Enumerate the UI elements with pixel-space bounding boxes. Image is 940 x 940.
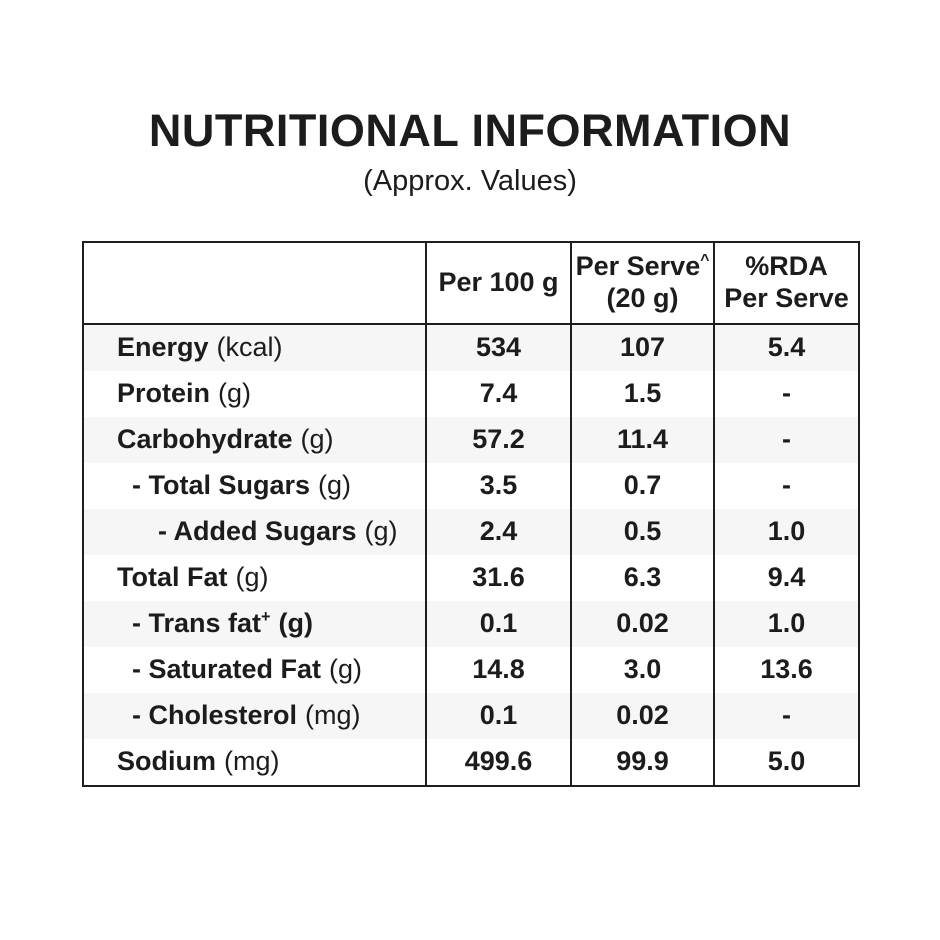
per-serve-label: Per Serve (575, 250, 701, 281)
page-subtitle: (Approx. Values) (363, 165, 577, 197)
nutrition-table-body: Energy (kcal) 534 107 5.4 Protein (g) 7.4 … (83, 323, 859, 786)
nutrient-unit: (g) (278, 608, 313, 639)
value-rda-per-serve: 5.4 (713, 323, 859, 371)
value-per-100g: 0.1 (425, 692, 571, 739)
value-rda-per-serve: - (713, 370, 859, 417)
table-row: - Saturated Fat (g) 14.8 3.0 13.6 (83, 646, 859, 693)
nutrient-label-cell: - Added Sugars (g) (83, 509, 426, 555)
table-row: - Added Sugars (g) 2.4 0.5 1.0 (83, 508, 859, 555)
nutrient-unit: (kcal) (216, 332, 283, 363)
col-header-per-100g: Per 100 g (425, 241, 571, 325)
nutrient-unit: (g) (218, 378, 252, 409)
value-per-serve: 1.5 (570, 370, 714, 417)
table-row: - Total Sugars (g) 3.5 0.7 - (83, 462, 859, 509)
table-row: Protein (g) 7.4 1.5 - (83, 370, 859, 417)
col-header-blank (83, 241, 426, 325)
value-per-serve: 0.02 (570, 692, 714, 739)
value-rda-per-serve: - (713, 692, 859, 739)
nutrient-name: Total Fat (117, 562, 228, 593)
nutrient-name: - Saturated Fat (132, 654, 322, 685)
nutrient-label-cell: Sodium (mg) (83, 739, 426, 786)
value-per-serve: 107 (570, 323, 714, 371)
value-rda-per-serve: 9.4 (713, 554, 859, 601)
value-per-serve: 0.02 (570, 600, 714, 647)
value-per-100g: 499.6 (425, 738, 571, 786)
nutrient-name: Sodium (117, 746, 216, 777)
value-per-100g: 0.1 (425, 600, 571, 647)
table-row: Total Fat (g) 31.6 6.3 9.4 (83, 554, 859, 601)
value-rda-per-serve: 1.0 (713, 600, 859, 647)
value-per-100g: 2.4 (425, 508, 571, 555)
nutrient-name: Energy (117, 332, 209, 363)
nutrient-superscript: + (261, 608, 271, 627)
value-per-100g: 14.8 (425, 646, 571, 693)
table-row: - Trans fat+ (g) 0.1 0.02 1.0 (83, 600, 859, 647)
value-rda-per-serve: - (713, 462, 859, 509)
value-per-serve: 6.3 (570, 554, 714, 601)
value-per-serve: 3.0 (570, 646, 714, 693)
value-rda-per-serve: - (713, 416, 859, 463)
rda-sublabel: Per Serve (724, 282, 849, 313)
table-row: Energy (kcal) 534 107 5.4 (83, 323, 859, 371)
nutrient-name: - Trans fat (132, 608, 262, 639)
value-per-serve: 11.4 (570, 416, 714, 463)
nutrient-label-cell: Carbohydrate (g) (83, 417, 426, 463)
value-rda-per-serve: 1.0 (713, 508, 859, 555)
header-row: Per 100 g Per Serve^ (20 g) %RDA Per Ser… (83, 241, 859, 325)
table-row: Carbohydrate (g) 57.2 11.4 - (83, 416, 859, 463)
nutrient-unit: (g) (364, 516, 398, 547)
col-header-per-serve: Per Serve^ (20 g) (570, 241, 714, 325)
per-serve-footnote-caret: ^ (700, 251, 710, 269)
nutrient-name: - Cholesterol (132, 700, 298, 731)
nutrient-label-cell: - Total Sugars (g) (83, 463, 426, 509)
nutrient-unit: (g) (318, 470, 352, 501)
nutrition-table: Per 100 g Per Serve^ (20 g) %RDA Per Ser… (82, 240, 860, 787)
nutrient-label-cell: Protein (g) (83, 371, 426, 417)
col-header-rda-per-serve: %RDA Per Serve (713, 241, 859, 325)
value-per-100g: 7.4 (425, 370, 571, 417)
per-serve-amount: (20 g) (606, 282, 679, 313)
value-rda-per-serve: 13.6 (713, 646, 859, 693)
nutrient-name: - Added Sugars (158, 516, 357, 547)
rda-label: %RDA (745, 250, 828, 281)
table-row: - Cholesterol (mg) 0.1 0.02 - (83, 692, 859, 739)
value-per-100g: 31.6 (425, 554, 571, 601)
value-per-serve: 0.7 (570, 462, 714, 509)
nutrient-name: - Total Sugars (132, 470, 311, 501)
nutrient-label-cell: Energy (kcal) (83, 324, 426, 371)
value-per-serve: 99.9 (570, 738, 714, 786)
table-row: Sodium (mg) 499.6 99.9 5.0 (83, 738, 859, 786)
nutrient-name: Carbohydrate (117, 424, 293, 455)
value-rda-per-serve: 5.0 (713, 738, 859, 786)
nutrition-table-container: Per 100 g Per Serve^ (20 g) %RDA Per Ser… (82, 240, 860, 787)
nutrient-unit: (g) (329, 654, 363, 685)
value-per-100g: 57.2 (425, 416, 571, 463)
nutrient-unit: (g) (300, 424, 334, 455)
page-title: NUTRITIONAL INFORMATION (148, 105, 792, 156)
nutrient-unit: (mg) (305, 700, 361, 731)
value-per-100g: 3.5 (425, 462, 571, 509)
value-per-serve: 0.5 (570, 508, 714, 555)
nutrient-label-cell: - Trans fat+ (g) (83, 601, 426, 647)
nutrient-label-cell: - Cholesterol (mg) (83, 693, 426, 739)
value-per-100g: 534 (425, 323, 571, 371)
nutrient-unit: (mg) (224, 746, 280, 777)
nutrient-unit: (g) (235, 562, 269, 593)
nutrient-label-cell: - Saturated Fat (g) (83, 647, 426, 693)
nutrient-name: Protein (117, 378, 211, 409)
nutrient-label-cell: Total Fat (g) (83, 555, 426, 601)
